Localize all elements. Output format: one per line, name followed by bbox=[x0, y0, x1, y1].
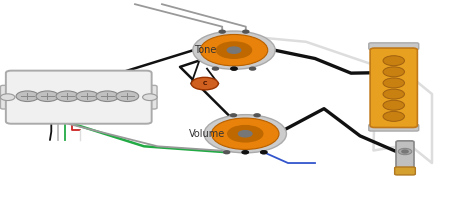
Circle shape bbox=[249, 67, 256, 70]
Circle shape bbox=[383, 89, 405, 99]
Circle shape bbox=[383, 100, 405, 110]
Circle shape bbox=[383, 111, 405, 121]
Text: Volume: Volume bbox=[189, 129, 225, 139]
Circle shape bbox=[36, 91, 59, 102]
Circle shape bbox=[254, 114, 260, 117]
Circle shape bbox=[261, 151, 267, 154]
Circle shape bbox=[204, 115, 287, 153]
Circle shape bbox=[116, 91, 139, 102]
Circle shape bbox=[231, 67, 237, 70]
Circle shape bbox=[238, 131, 252, 137]
Circle shape bbox=[243, 30, 249, 33]
Circle shape bbox=[143, 94, 157, 101]
FancyBboxPatch shape bbox=[396, 141, 414, 168]
FancyBboxPatch shape bbox=[395, 167, 415, 175]
Circle shape bbox=[96, 91, 119, 102]
Text: C: C bbox=[202, 81, 207, 86]
FancyBboxPatch shape bbox=[0, 85, 15, 109]
FancyBboxPatch shape bbox=[369, 43, 419, 50]
Circle shape bbox=[261, 151, 267, 154]
Circle shape bbox=[16, 91, 39, 102]
Text: Tone: Tone bbox=[194, 45, 216, 55]
Circle shape bbox=[219, 30, 225, 33]
Circle shape bbox=[216, 42, 252, 58]
FancyBboxPatch shape bbox=[369, 124, 419, 131]
Circle shape bbox=[212, 67, 219, 70]
Circle shape bbox=[200, 34, 268, 66]
Circle shape bbox=[242, 151, 248, 154]
Circle shape bbox=[228, 126, 263, 142]
Circle shape bbox=[76, 91, 99, 102]
FancyBboxPatch shape bbox=[370, 48, 418, 127]
FancyBboxPatch shape bbox=[143, 85, 157, 109]
Circle shape bbox=[191, 77, 218, 90]
Circle shape bbox=[383, 56, 405, 66]
FancyBboxPatch shape bbox=[6, 71, 152, 124]
Circle shape bbox=[402, 150, 408, 153]
Circle shape bbox=[230, 114, 237, 117]
Circle shape bbox=[383, 67, 405, 77]
Circle shape bbox=[224, 151, 230, 154]
Circle shape bbox=[56, 91, 79, 102]
Circle shape bbox=[383, 78, 405, 88]
Circle shape bbox=[398, 148, 412, 155]
Circle shape bbox=[227, 47, 241, 53]
Circle shape bbox=[212, 118, 279, 149]
Circle shape bbox=[193, 31, 275, 69]
Circle shape bbox=[231, 67, 237, 70]
Circle shape bbox=[0, 94, 15, 101]
Circle shape bbox=[242, 151, 248, 154]
